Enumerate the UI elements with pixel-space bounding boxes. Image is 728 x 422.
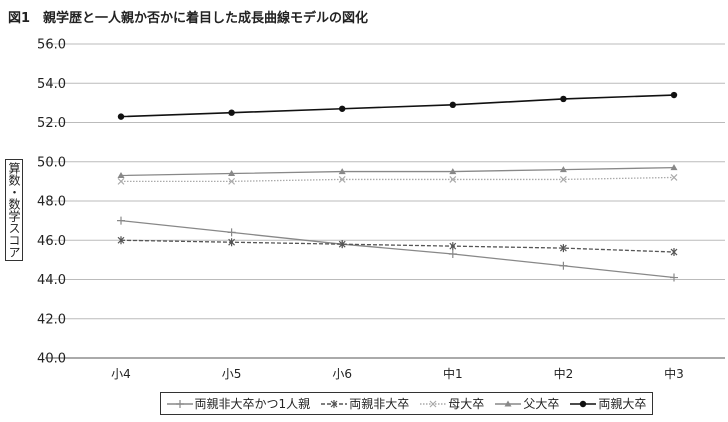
series-0 [117, 216, 678, 282]
data-point [117, 113, 125, 120]
data-point [449, 168, 457, 175]
series-1 [117, 236, 678, 257]
legend-label: 父大卒 [523, 397, 560, 411]
data-point [338, 175, 346, 183]
y-tick-label: 44.0 [37, 273, 66, 288]
data-point [117, 177, 125, 185]
data-point [580, 400, 587, 407]
y-tick-label: 40.0 [37, 352, 66, 367]
legend-label: 母大卒 [448, 397, 485, 411]
data-point [449, 242, 457, 251]
data-point [449, 101, 456, 109]
data-point [228, 109, 235, 116]
data-point [338, 168, 346, 175]
legend-item: 両親大卒 [570, 395, 646, 412]
legend-swatch [570, 400, 597, 407]
data-point [175, 399, 184, 408]
data-point [670, 164, 678, 171]
data-point [227, 228, 236, 237]
data-point [117, 216, 125, 225]
data-point [117, 236, 125, 245]
y-axis-label: 算数・数学スコア [5, 159, 23, 261]
x-tick-label: 中2 [554, 366, 574, 381]
data-point [330, 399, 338, 408]
series-3 [117, 164, 678, 178]
data-point [670, 248, 678, 257]
legend-item: 両親非大卒かつ1人親 [166, 395, 311, 412]
series-4 [117, 91, 678, 120]
data-point [670, 273, 678, 282]
data-point [559, 261, 568, 270]
legend-item: 両親非大卒 [321, 395, 409, 412]
data-point [228, 177, 236, 185]
y-tick-label: 48.0 [37, 195, 66, 210]
data-point [559, 244, 567, 253]
data-point [504, 400, 512, 406]
data-point [338, 240, 346, 249]
legend-label: 両親非大卒 [349, 397, 410, 411]
legend-swatch [166, 399, 193, 408]
data-point [559, 175, 567, 183]
legend: 両親非大卒かつ1人親 両親非大卒 母大卒 父大卒 両親大卒 [160, 392, 653, 415]
series-line [120, 94, 675, 118]
chart-title: 図1 親学歴と一人親か否かに着目した成長曲線モデルの図化 [8, 11, 369, 26]
series-line [120, 219, 675, 279]
data-point [670, 91, 678, 99]
data-point [449, 175, 457, 183]
x-tick-label: 中1 [443, 366, 463, 381]
data-point [117, 171, 125, 178]
legend-item: 母大卒 [420, 395, 484, 412]
y-tick-label: 56.0 [37, 38, 66, 53]
y-tick-label: 42.0 [37, 312, 66, 327]
data-point [560, 95, 567, 103]
y-tick-label: 46.0 [37, 234, 66, 249]
series-line [120, 239, 675, 253]
data-point [228, 170, 236, 177]
x-tick-label: 小5 [222, 367, 242, 381]
data-point [670, 174, 678, 181]
legend-swatch [321, 399, 348, 408]
series-line [120, 166, 675, 177]
legend-label: 両親大卒 [598, 397, 647, 411]
legend-item: 父大卒 [495, 395, 559, 412]
legend-swatch [495, 400, 522, 406]
data-point [228, 238, 236, 247]
x-tick-label: 中3 [664, 366, 684, 381]
x-tick-label: 小4 [111, 367, 131, 381]
y-tick-label: 50.0 [37, 155, 66, 170]
y-tick-label: 54.0 [37, 77, 66, 92]
y-tick-label: 52.0 [37, 116, 66, 131]
x-tick-label: 小6 [332, 367, 352, 381]
data-point [339, 105, 346, 112]
series-2 [117, 174, 678, 185]
legend-label: 両親非大卒かつ1人親 [194, 397, 311, 411]
series-line [121, 176, 675, 183]
data-point [429, 400, 437, 407]
legend-swatch [420, 400, 447, 407]
data-point [448, 249, 457, 258]
data-point [559, 166, 567, 173]
